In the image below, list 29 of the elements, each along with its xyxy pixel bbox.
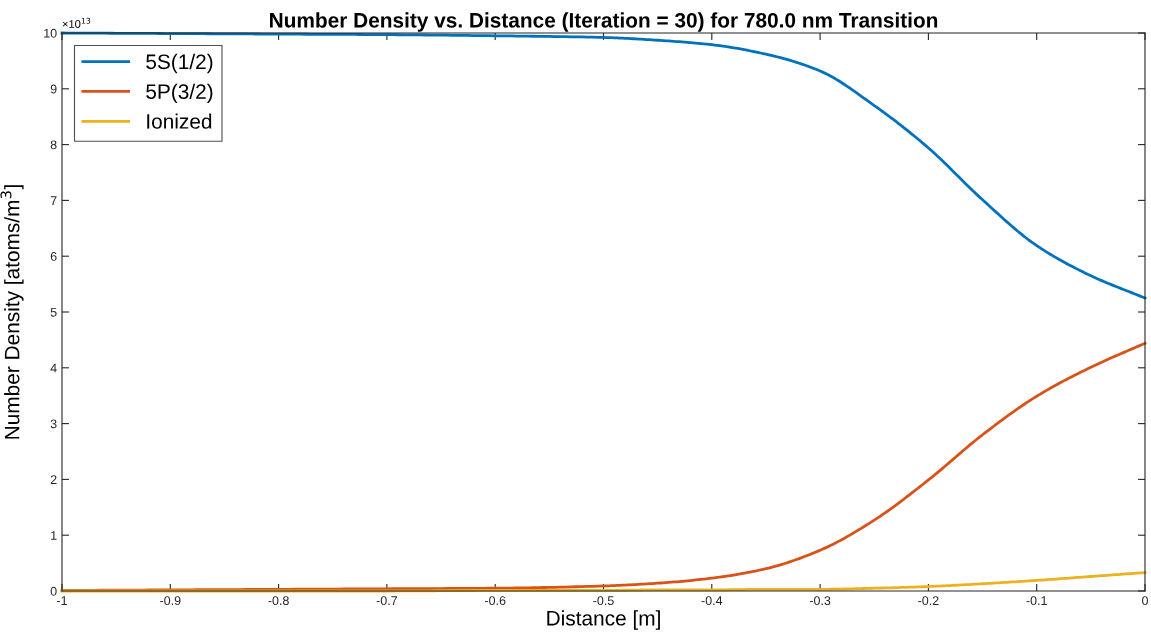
legend-label: 5S(1/2) [146,53,213,74]
x-tick-label: -0.6 [484,596,506,606]
legend-label: 5P(3/2) [146,83,213,104]
x-tick-label: -0.4 [701,596,723,606]
y-tick-label: 3 [50,419,57,429]
x-tick-label: -0.8 [268,596,289,606]
x-tick-label: -0.5 [593,596,614,606]
x-tick-label: -0.1 [1026,596,1047,606]
y-tick-label: 0 [50,586,57,596]
y-tick-label: 9 [50,84,57,94]
y-tick-label: 7 [50,196,57,205]
x-axis-title: Distance [m] [547,610,660,630]
y-tick-label: 6 [50,252,57,261]
x-tick-label: -0.7 [376,596,398,606]
y-tick-label: 2 [50,475,57,484]
text: ×10$^{13}$ [62,17,91,28]
y-tick-label: 10 [44,28,57,38]
x-tick-label: 0 [1142,596,1148,606]
y-axis-title: Number Density [atoms/m$^{3}$] [0,185,24,439]
y-tick-label: 5 [50,307,57,317]
y-tick-label: 1 [51,531,57,540]
legend-label: Ionized [147,113,212,129]
x-tick-label: -0.2 [918,596,939,606]
chart-title: Number Density vs. Distance (Iteration = 30) for 780.0 nm Transition [270,12,938,32]
y-tick-label: 4 [50,363,57,373]
x-tick-label: -1 [57,596,67,605]
y-tick-label: 8 [50,140,57,150]
x-tick-label: -0.3 [809,596,831,606]
x-tick-label: -0.9 [160,596,181,606]
